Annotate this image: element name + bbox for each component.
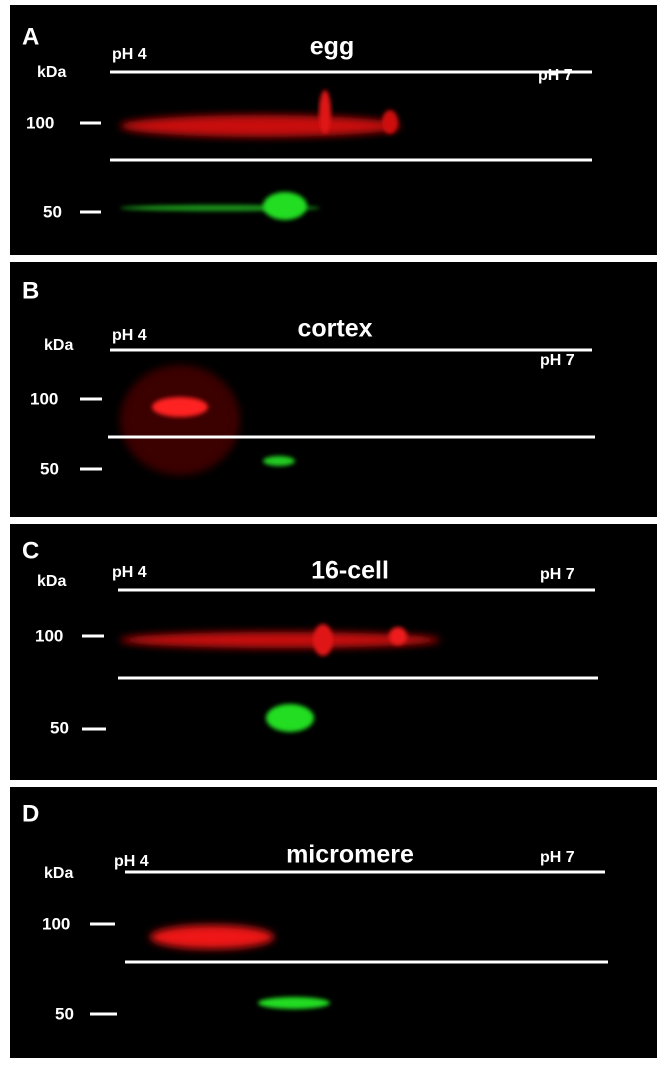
panel-bg [10, 262, 657, 517]
protein-band [120, 115, 400, 137]
protein-spot [266, 704, 314, 732]
mw-marker: 50 [50, 718, 69, 737]
protein-band [120, 632, 440, 648]
protein-band [319, 90, 331, 134]
protein-spot [263, 456, 295, 466]
protein-spot [263, 192, 307, 220]
panel-bg [10, 524, 657, 780]
panel: C kDa pH 4 16-cell pH 7 100 50 [10, 524, 657, 780]
panel-label: C [22, 537, 39, 564]
panel: A kDa pH 4 egg pH 7 100 50 [10, 5, 657, 255]
mw-marker: 50 [40, 459, 59, 478]
panel-title: 16-cell [311, 557, 389, 585]
units-label: kDa [44, 865, 73, 882]
ph-left: pH 4 [112, 327, 147, 344]
mw-marker: 100 [35, 626, 63, 645]
mw-marker: 50 [55, 1004, 74, 1023]
protein-band [313, 624, 333, 656]
ph-right: pH 7 [540, 352, 575, 369]
panel: B kDa pH 4 cortex pH 7 100 50 [10, 262, 657, 517]
protein-spot [152, 397, 208, 417]
panel: D kDa pH 4 micromere pH 7 100 50 [10, 787, 657, 1058]
protein-band [150, 925, 274, 949]
units-label: kDa [37, 64, 66, 81]
protein-band [389, 627, 407, 645]
ph-right: pH 7 [540, 566, 575, 583]
panel-label: A [22, 23, 39, 50]
ph-right: pH 7 [538, 67, 573, 84]
ph-left: pH 4 [114, 853, 149, 870]
panel-title: micromere [286, 841, 414, 869]
panel-label: D [22, 800, 39, 827]
ph-right: pH 7 [540, 849, 575, 866]
mw-marker: 100 [30, 389, 58, 408]
ph-left: pH 4 [112, 564, 147, 581]
panel-bg [10, 787, 657, 1058]
protein-band [382, 110, 398, 134]
mw-marker: 50 [43, 202, 62, 221]
panel-title: egg [310, 33, 354, 61]
units-label: kDa [37, 573, 66, 590]
panel-label: B [22, 277, 39, 304]
mw-marker: 100 [26, 113, 54, 132]
protein-spot [258, 997, 330, 1009]
ph-left: pH 4 [112, 46, 147, 63]
protein-smear [120, 365, 240, 475]
panel-title: cortex [297, 315, 372, 343]
mw-marker: 100 [42, 914, 70, 933]
units-label: kDa [44, 337, 73, 354]
